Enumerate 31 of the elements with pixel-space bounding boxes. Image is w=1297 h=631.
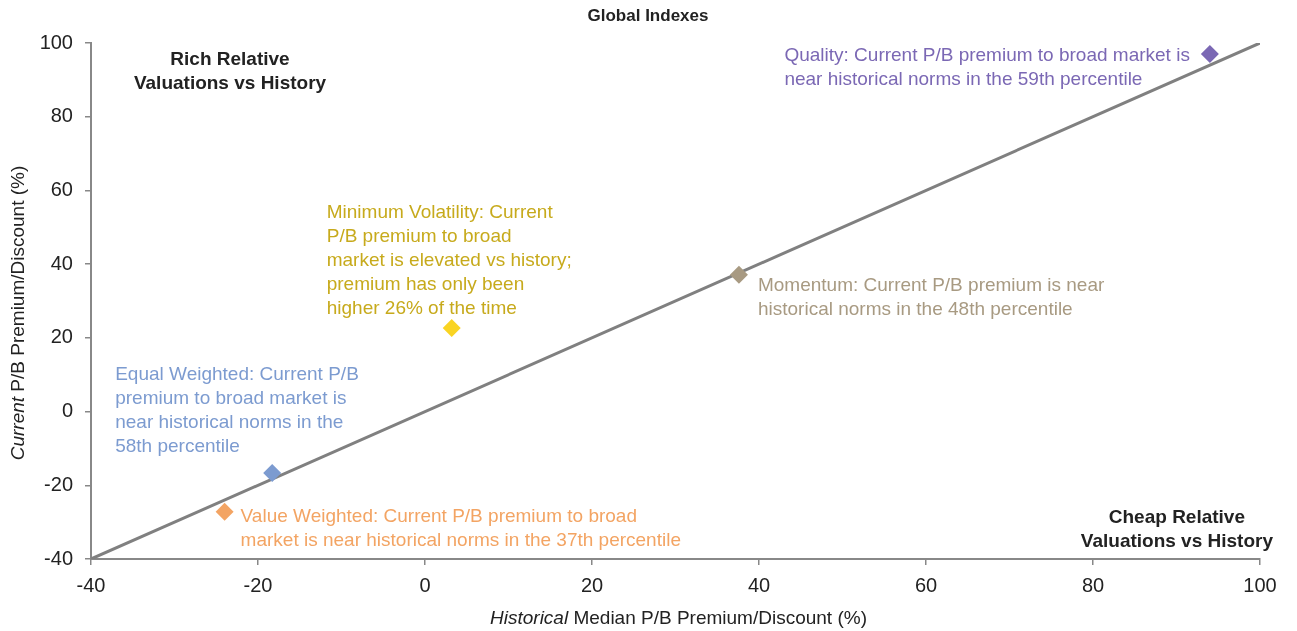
y-tick-label: -40 (44, 546, 73, 569)
point (729, 265, 748, 284)
x-tick-label: 60 (914, 573, 938, 596)
x-tick-label: 20 (580, 573, 604, 596)
x-tick-label: 80 (1081, 573, 1105, 596)
point (1200, 45, 1219, 64)
annotation: Rich Relative Valuations vs History (133, 47, 327, 95)
text: Equal Weighted: Current P/B premium to broad market is near historical norms in the 58th percentile (115, 362, 359, 459)
text: Minimum Volatility: Current P/B premium to broad market is elevated vs history; premium has only been higher 26% of the time (326, 199, 572, 320)
annotation: Cheap Relative Valuations vs History (1080, 505, 1273, 553)
point (263, 464, 282, 483)
x-tick-label: 0 (419, 573, 431, 596)
x-tick-label: -20 (243, 573, 273, 596)
series-label: Value Weighted: Current P/B premium to broad market is near historical norms in the 37th percentile (240, 503, 681, 552)
series-label: Quality: Current P/B premium to broad market is near historical norms in the 59th percentile (784, 43, 1190, 92)
x-tick-label: 100 (1243, 573, 1277, 596)
y-axis-title: Current P/B Premium/Discount (%) (7, 165, 29, 461)
chart-title: Global Indexes (587, 6, 709, 26)
y-tick-label: 100 (39, 30, 73, 53)
y-tick-label: 20 (50, 325, 73, 348)
series-label: Momentum: Current P/B premium is near historical norms in the 48th percentile (757, 272, 1105, 321)
x-tick-label: -40 (76, 573, 106, 596)
y-tick-label: 60 (50, 177, 73, 200)
point (215, 502, 234, 521)
y-tick-label: -20 (44, 472, 73, 495)
y-tick-label: 80 (50, 104, 73, 127)
x-tick-label: 40 (747, 573, 771, 596)
y-tick-label: 40 (50, 251, 73, 274)
x-axis-title: Historical Median P/B Premium/Discount (%) (490, 607, 867, 629)
y-tick-label: 0 (61, 399, 73, 422)
point (442, 318, 461, 337)
